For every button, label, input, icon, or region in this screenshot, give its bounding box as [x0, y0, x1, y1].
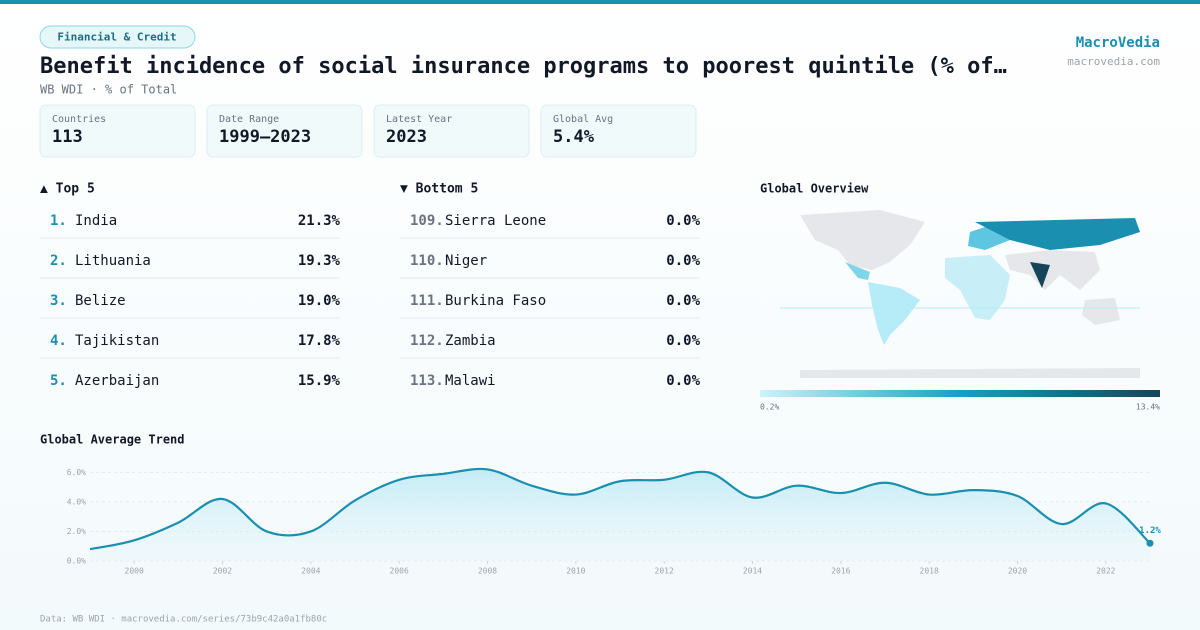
x-tick-label: 2012	[655, 567, 674, 576]
footer: Data: WB WDI · macrovedia.com/series/73b…	[40, 615, 327, 625]
stat-card	[206, 104, 363, 158]
stat-value: 113	[52, 127, 83, 147]
top-title: ▲ Top 5	[40, 182, 95, 197]
country: Niger	[445, 253, 487, 269]
value: 17.8%	[298, 333, 341, 349]
country: Malawi	[445, 373, 496, 389]
value: 0.0%	[666, 253, 700, 269]
rank: 113.	[410, 373, 444, 389]
country: India	[75, 213, 117, 229]
y-tick-label: 2.0%	[67, 527, 86, 536]
bottom-title: ▼ Bottom 5	[400, 182, 478, 197]
value: 19.0%	[298, 293, 341, 309]
stat-label: Global Avg	[553, 114, 613, 125]
tag-pill	[39, 25, 196, 49]
map-title: Global Overview	[760, 182, 869, 196]
x-tick-label: 2000	[125, 567, 144, 576]
country: Azerbaijan	[75, 373, 159, 389]
africa	[945, 255, 1010, 320]
antarctica	[800, 368, 1140, 378]
x-tick-label: 2020	[1008, 567, 1027, 576]
chart-title: Global Average Trend	[40, 433, 185, 447]
value: 0.0%	[666, 293, 700, 309]
country: Zambia	[445, 333, 496, 349]
country: Tajikistan	[75, 333, 159, 349]
x-tick-label: 2006	[390, 567, 409, 576]
scale-max: 13.4%	[1136, 403, 1160, 412]
north-america	[800, 210, 925, 270]
tag: Financial & Credit	[57, 31, 176, 44]
y-tick-label: 6.0%	[67, 468, 86, 477]
value: 19.3%	[298, 253, 341, 269]
value: 0.0%	[666, 213, 700, 229]
rank: 5.	[50, 373, 67, 389]
x-tick-label: 2022	[1096, 567, 1115, 576]
subtitle: WB WDI · % of Total	[40, 83, 177, 97]
trend-chart: 0.0% 2.0% 4.0% 6.0% 2000 2002 2004 2006 2008 2010…	[67, 468, 1162, 576]
stats: Countries 113 Date Range 1999–2023 Latest Ye…	[39, 104, 697, 158]
stat-card	[373, 104, 530, 158]
x-tick-label: 2016	[831, 567, 850, 576]
title: Benefit incidence of social insurance pr…	[40, 54, 1007, 79]
rank: 3.	[50, 293, 67, 309]
australia	[1082, 298, 1120, 325]
world-map	[780, 210, 1140, 378]
area	[90, 468, 1150, 561]
stat-card	[39, 104, 196, 158]
rank: 110.	[410, 253, 444, 269]
x-tick-label: 2018	[920, 567, 939, 576]
rank: 2.	[50, 253, 67, 269]
value: 0.0%	[666, 373, 700, 389]
asia	[1005, 250, 1100, 290]
value: 0.0%	[666, 333, 700, 349]
lists: 1. India 21.3% 2. Lithuania 19.3% 3. Belize 19.0…	[40, 213, 701, 389]
country: Lithuania	[75, 253, 151, 269]
stat-label: Latest Year	[386, 114, 452, 125]
y-tick-label: 0.0%	[67, 557, 86, 566]
line	[89, 467, 1151, 551]
stat-label: Countries	[52, 114, 106, 125]
value: 15.9%	[298, 373, 341, 389]
stat-value: 5.4%	[553, 127, 595, 147]
stat-label: Date Range	[219, 114, 279, 125]
rank: 1.	[50, 213, 67, 229]
india	[1030, 262, 1050, 288]
south-america	[868, 282, 920, 345]
stat-card	[540, 104, 697, 158]
x-tick-label: 2008	[478, 567, 497, 576]
country: Burkina Faso	[445, 293, 546, 309]
color-scale	[760, 390, 1160, 397]
end-point	[1146, 539, 1154, 547]
y-tick-label: 4.0%	[67, 497, 86, 506]
brand: MacroVedia	[1076, 35, 1160, 51]
x-tick-label: 2014	[743, 567, 762, 576]
top-bar	[0, 0, 1200, 4]
country: Sierra Leone	[445, 213, 546, 229]
stat-value: 1999–2023	[219, 127, 311, 147]
x-tick-label: 2010	[566, 567, 585, 576]
rank: 4.	[50, 333, 67, 349]
country: Belize	[75, 293, 126, 309]
site: macrovedia.com	[1067, 55, 1160, 68]
x-tick-label: 2004	[301, 567, 320, 576]
rank: 111.	[410, 293, 444, 309]
value-label: 1.2%	[1139, 526, 1161, 536]
central-america	[845, 262, 870, 280]
stat-value: 2023	[386, 127, 427, 147]
russia	[975, 218, 1140, 250]
value: 21.3%	[298, 213, 341, 229]
x-tick-label: 2002	[213, 567, 232, 576]
rank: 112.	[410, 333, 444, 349]
scale-min: 0.2%	[760, 403, 779, 412]
rank: 109.	[410, 213, 444, 229]
